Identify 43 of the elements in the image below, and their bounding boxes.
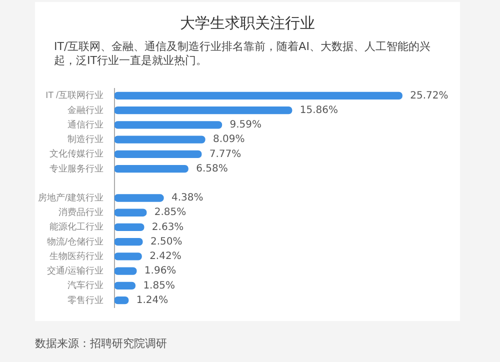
y-tick-label: IT /互联网行业 — [46, 90, 104, 100]
bar — [114, 106, 292, 114]
y-tick-label: 文化传媒行业 — [50, 148, 104, 159]
bar — [114, 121, 222, 129]
data-label: 4.38% — [171, 192, 204, 204]
y-tick-label: 零售行业 — [68, 294, 104, 305]
source-note: 数据来源：招聘研究院调研 — [35, 336, 167, 351]
bar — [114, 164, 188, 173]
y-tick-label: 汽车行业 — [68, 280, 104, 290]
y-tick-label: 生物医药行业 — [50, 250, 104, 261]
data-label: 8.09% — [212, 134, 245, 146]
data-label: 25.72% — [410, 90, 448, 102]
chart-subtitle: IT/互联网、金融、通信及制造行业排名靠前，随着AI、大数据、人工智能的兴起，泛IT行业一直是就业热门。 — [54, 40, 432, 68]
data-label: 1.85% — [143, 280, 175, 292]
y-tick-label: 制造行业 — [68, 134, 104, 144]
bar — [114, 252, 142, 260]
chart-title: 大学生求职关注行业 — [179, 14, 316, 33]
data-label: 6.58% — [196, 163, 228, 174]
y-tick-label: 能源化工行业 — [50, 222, 104, 232]
data-label: 1.96% — [144, 266, 176, 277]
bar — [114, 194, 164, 202]
data-label: 2.42% — [150, 251, 182, 262]
bar — [114, 267, 137, 275]
y-tick-label: 房地产/建筑行业 — [38, 192, 104, 202]
y-tick-label: 金融行业 — [68, 104, 104, 115]
data-label: 2.50% — [150, 236, 182, 248]
bar — [114, 92, 402, 100]
bar — [114, 150, 202, 158]
data-label: 9.59% — [230, 120, 262, 131]
data-label: 2.63% — [152, 222, 184, 233]
data-label: 1.24% — [136, 294, 168, 306]
y-tick-label: 专业服务行业 — [50, 163, 104, 174]
y-tick-label: 交通/运输行业 — [46, 266, 104, 276]
y-tick-label: 通信行业 — [68, 119, 104, 130]
bar — [114, 208, 147, 216]
y-tick-label: 消费品行业 — [58, 207, 104, 218]
bar — [114, 136, 206, 144]
bar — [114, 223, 144, 232]
bar — [114, 238, 143, 246]
data-label: 2.85% — [154, 207, 186, 218]
data-label: 15.86% — [300, 104, 338, 116]
data-label: 7.77% — [209, 148, 242, 160]
y-tick-label: 物流/仓储行业 — [46, 236, 104, 246]
